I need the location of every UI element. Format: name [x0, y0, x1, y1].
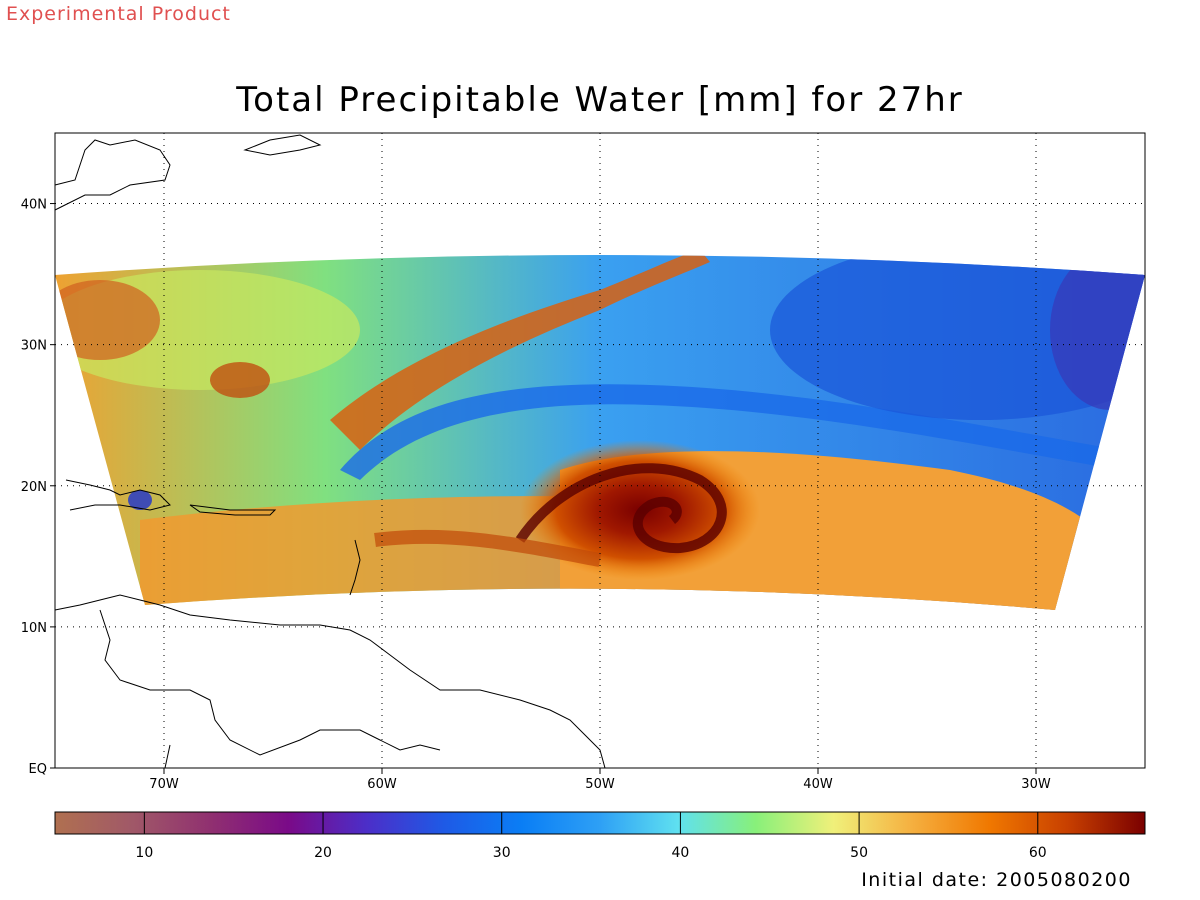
colorbar-tick-label: 50: [850, 845, 868, 861]
map-axis-labels: 70W 60W 50W 40W 30W EQ 10N 20N 30N 40N: [21, 198, 1051, 792]
tick-label-lon: 30W: [1021, 777, 1051, 792]
map-title: Total Precipitable Water [mm] for 27hr: [236, 80, 964, 120]
tpw-field: [55, 255, 1145, 610]
colorbar-ticks: [143, 812, 1039, 834]
tick-label-lon: 50W: [585, 777, 615, 792]
tick-label-lat: 20N: [21, 480, 47, 495]
tick-label-lat: 10N: [21, 621, 47, 636]
colorbar-tick-label: 20: [314, 845, 332, 861]
experimental-product-label: Experimental Product: [6, 3, 231, 25]
tick-label-lon: 40W: [803, 777, 833, 792]
initial-date-label: Initial date: 2005080200: [861, 869, 1132, 891]
colorbar-tick-labels: 10 20 30 40 50 60: [135, 845, 1046, 861]
colorbar-tick-label: 10: [135, 845, 153, 861]
colorbar: [54, 811, 1146, 835]
colorbar-tick-label: 40: [671, 845, 689, 861]
tick-label-lon: 60W: [367, 777, 397, 792]
tick-label-lat: 40N: [21, 198, 47, 213]
tick-label-lat: 30N: [21, 339, 47, 354]
tick-label-lon: 70W: [149, 777, 179, 792]
tick-label-lat: EQ: [29, 762, 47, 777]
colorbar-tick-label: 60: [1029, 845, 1047, 861]
coastlines: [54, 134, 606, 769]
colorbar-tick-label: 30: [493, 845, 511, 861]
map-axis-ticks: [50, 203, 1037, 774]
